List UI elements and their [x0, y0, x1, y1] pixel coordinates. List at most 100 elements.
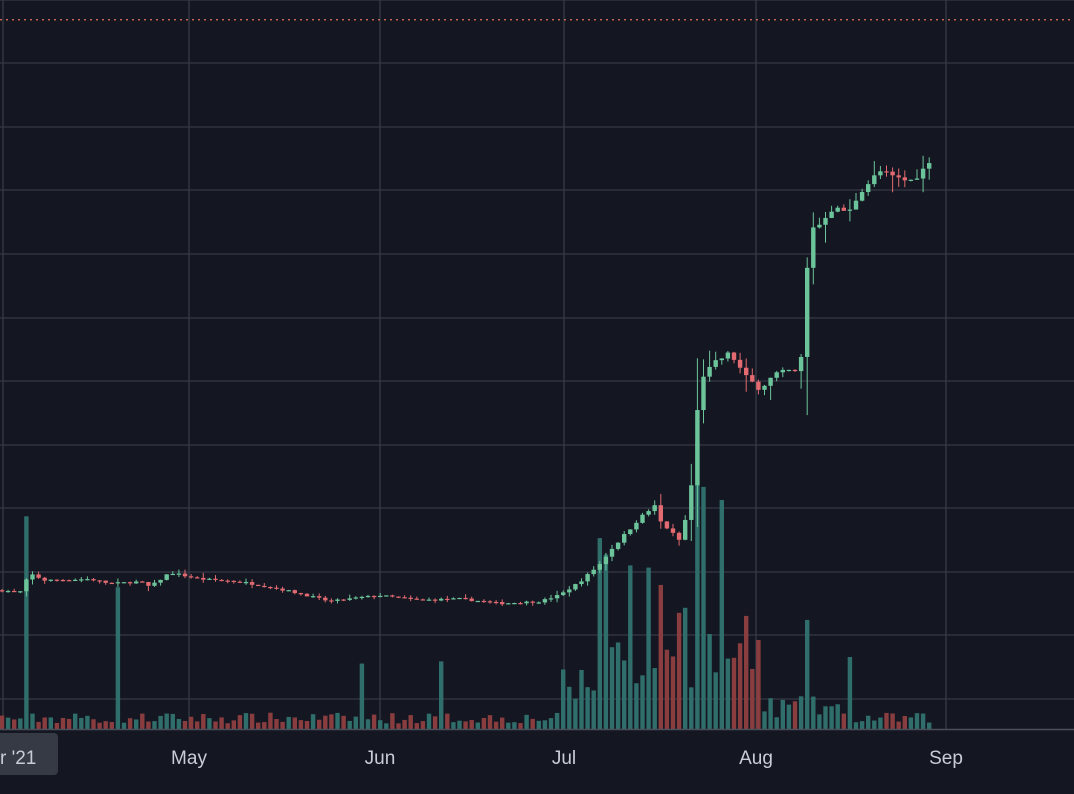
volume-bar [811, 696, 816, 729]
volume-bar [91, 719, 96, 729]
volume-bar [707, 634, 712, 729]
candlesticks [0, 155, 932, 606]
volume-bar [170, 713, 175, 729]
volume-bar [317, 719, 322, 729]
candle-body [115, 582, 121, 584]
volume-bar [841, 713, 846, 729]
volume-bar [615, 642, 621, 729]
candle-body [597, 564, 602, 570]
candle-body [689, 485, 694, 520]
candle-body [378, 595, 383, 598]
candle-body [213, 578, 218, 580]
volume-bar [713, 672, 718, 729]
candle-body [420, 599, 426, 601]
volume-bar [603, 554, 609, 729]
candle-body [603, 556, 609, 565]
candle-body [176, 573, 182, 575]
candle-body [609, 548, 615, 557]
candle-body [835, 207, 840, 212]
candle-body [512, 603, 517, 605]
volume-bar [365, 719, 371, 729]
x-tick-label-apr: r '21 [0, 748, 36, 769]
volume-bar [268, 712, 273, 729]
volume-bar [152, 721, 157, 729]
candle-body [219, 579, 224, 582]
volume-bar [609, 647, 615, 729]
candle-body [914, 178, 920, 180]
candle-body [365, 595, 371, 598]
candle-body [24, 579, 29, 592]
candle-body [542, 599, 548, 603]
volume-bar [134, 719, 139, 729]
volume-bar [634, 683, 639, 729]
volume-bar [5, 717, 11, 729]
candle-body [524, 601, 529, 604]
candle-body [182, 573, 188, 577]
volume-bar [652, 668, 657, 729]
volume-bar [658, 584, 663, 729]
candle-body [310, 596, 316, 598]
volume-bar [0, 715, 5, 729]
volume-bar [493, 721, 499, 729]
volume-bar [689, 687, 694, 729]
volume-bar [524, 714, 529, 729]
time-axis[interactable]: r '21 May Jun Jul Aug Sep [0, 733, 963, 775]
volume-bar [750, 668, 755, 729]
candle-body [317, 596, 322, 598]
candle-body [634, 522, 639, 530]
volume-bar [420, 721, 426, 729]
candle-body [481, 600, 487, 603]
candle-body [573, 584, 578, 590]
volume-bar [512, 722, 517, 729]
volume-bar [567, 686, 572, 729]
volume-bar [225, 723, 230, 729]
volume-bar [30, 713, 35, 729]
volume-bar [487, 715, 493, 729]
volume-bar [902, 716, 907, 729]
candle-body [225, 580, 230, 582]
volume-bar [36, 721, 41, 729]
candle-body [762, 385, 767, 390]
volume-bar [176, 718, 182, 729]
candle-body [127, 582, 133, 584]
candle-body [731, 352, 737, 360]
x-tick-label-sep: Sep [929, 748, 963, 769]
x-tick-label-jun: Jun [365, 748, 396, 769]
candle-body [237, 581, 243, 583]
candle-body [85, 579, 90, 581]
candle-body [36, 574, 41, 578]
candle-body [445, 598, 450, 601]
volume-bar [73, 713, 78, 729]
volume-bar [414, 723, 419, 729]
candle-body [103, 580, 108, 583]
candle-body [719, 358, 724, 361]
candle-body [432, 599, 438, 601]
volume-bar [817, 714, 822, 729]
candle-body [341, 599, 346, 601]
volume-bar [256, 722, 261, 729]
volume-bar [262, 722, 267, 729]
volume-bar [243, 713, 249, 729]
volume-bar [158, 715, 163, 729]
candle-body [853, 200, 859, 210]
volume-bar [774, 717, 779, 729]
volume-bar [695, 441, 700, 729]
candle-body [109, 582, 114, 585]
volume-bar [97, 722, 102, 729]
volume-bar [676, 612, 682, 729]
volume-bar [737, 643, 743, 729]
candle-body [896, 175, 901, 178]
candle-body [292, 590, 297, 594]
volume-bar [207, 718, 212, 729]
candle-body [561, 592, 566, 596]
candle-body [457, 597, 462, 600]
volume-bar [475, 722, 480, 729]
candle-body [548, 598, 554, 600]
volume-bar [341, 715, 346, 729]
candle-body [274, 587, 279, 589]
candle-body [97, 580, 102, 582]
candle-body [140, 581, 145, 583]
volume-bar [591, 690, 596, 729]
candle-body [164, 574, 169, 580]
volume-bar [115, 587, 121, 729]
